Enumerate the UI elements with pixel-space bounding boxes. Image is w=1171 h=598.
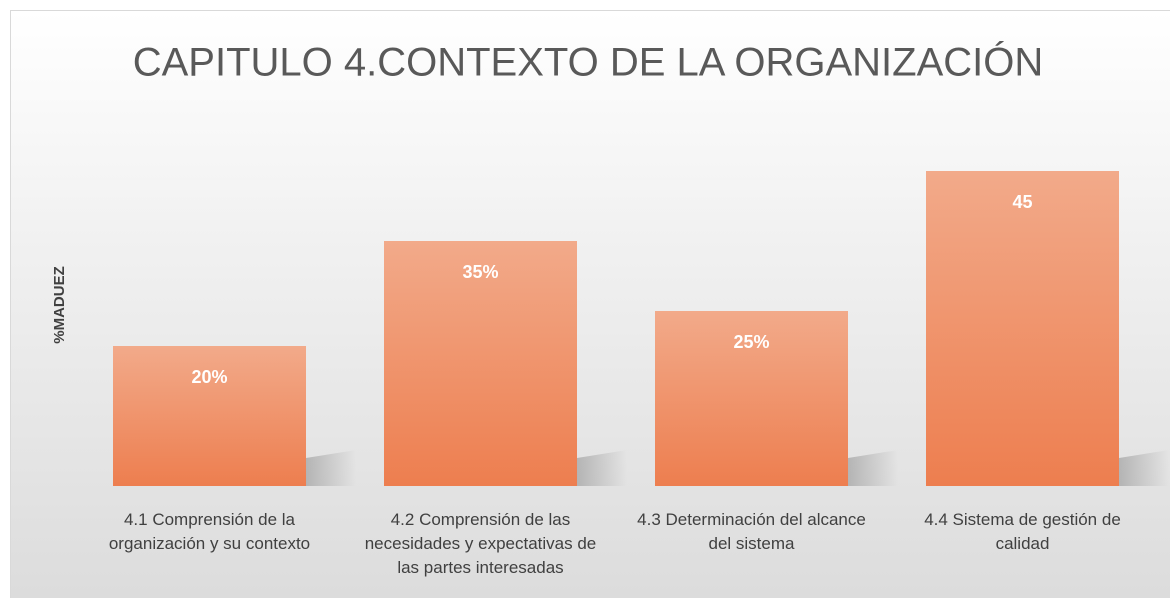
x-tick-label: 4.2 Comprensión de las necesidades y exp… <box>364 510 597 577</box>
bar-shadow <box>577 450 627 486</box>
bar-shadow <box>1119 450 1169 486</box>
y-axis-label: %MADUEZ <box>51 266 68 344</box>
bar <box>926 171 1119 486</box>
bar <box>655 311 848 486</box>
data-label: 35% <box>462 262 498 282</box>
data-label: 25% <box>733 332 769 352</box>
bar-shadow <box>306 450 356 486</box>
data-label: 45 <box>1012 192 1032 212</box>
x-tick-label: 4.4 Sistema de gestión de calidad <box>924 510 1121 553</box>
chart-title: CAPITULO 4.CONTEXTO DE LA ORGANIZACIÓN <box>133 40 1044 85</box>
bar <box>384 241 577 486</box>
x-tick-label: 4.3 Determinación del alcance del sistem… <box>637 510 866 553</box>
data-label: 20% <box>191 367 227 387</box>
bar <box>113 346 306 486</box>
bar-shadow <box>848 450 898 486</box>
x-tick-label: 4.1 Comprensión de la organización y su … <box>108 510 311 553</box>
